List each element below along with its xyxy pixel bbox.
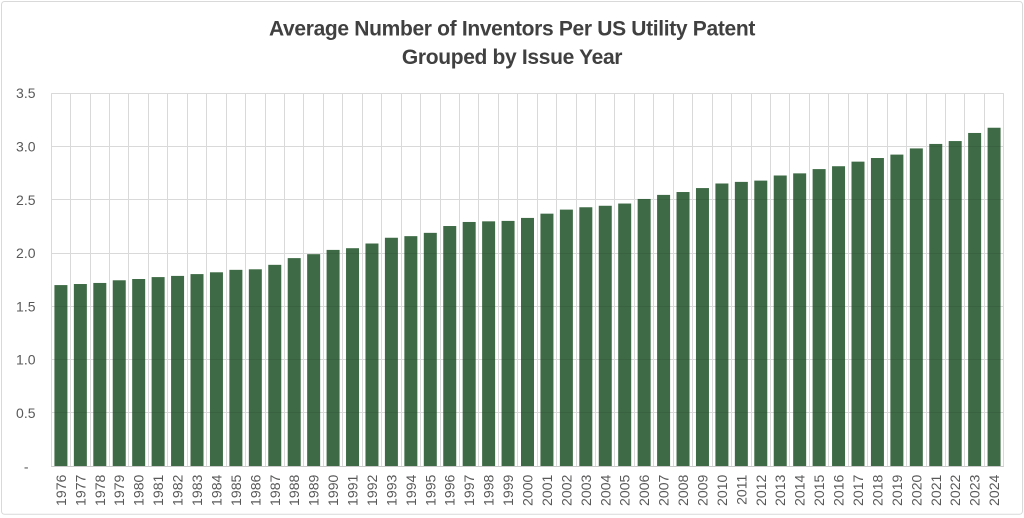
svg-text:1990: 1990 (325, 474, 341, 506)
svg-text:1977: 1977 (72, 474, 88, 506)
svg-text:2015: 2015 (811, 474, 827, 506)
svg-text:2002: 2002 (558, 474, 574, 506)
svg-text:1980: 1980 (131, 474, 147, 506)
svg-text:2001: 2001 (539, 474, 555, 506)
svg-text:1993: 1993 (383, 474, 399, 506)
svg-text:2007: 2007 (656, 474, 672, 506)
svg-text:2004: 2004 (597, 474, 613, 506)
svg-text:3.0: 3.0 (16, 139, 36, 155)
svg-text:2023: 2023 (967, 474, 983, 506)
svg-text:1989: 1989 (306, 474, 322, 506)
svg-text:2005: 2005 (617, 474, 633, 506)
svg-text:1991: 1991 (345, 474, 361, 506)
svg-text:1987: 1987 (267, 474, 283, 506)
svg-text:1981: 1981 (150, 474, 166, 506)
svg-text:2014: 2014 (792, 474, 808, 506)
svg-text:1992: 1992 (364, 474, 380, 506)
svg-text:2022: 2022 (947, 474, 963, 506)
svg-text:0.5: 0.5 (16, 405, 36, 421)
svg-text:1.5: 1.5 (16, 298, 36, 314)
svg-text:2017: 2017 (850, 474, 866, 506)
svg-text:2020: 2020 (908, 474, 924, 506)
svg-text:Grouped by Issue Year: Grouped by Issue Year (402, 46, 622, 69)
svg-text:1978: 1978 (92, 474, 108, 506)
svg-text:1988: 1988 (286, 474, 302, 506)
svg-text:1996: 1996 (442, 474, 458, 506)
svg-text:1982: 1982 (170, 474, 186, 506)
svg-text:2000: 2000 (520, 474, 536, 506)
svg-text:Average Number of Inventors Pe: Average Number of Inventors Per US Utili… (269, 17, 755, 40)
svg-text:2021: 2021 (928, 474, 944, 506)
svg-text:2011: 2011 (733, 474, 749, 504)
svg-text:-: - (24, 458, 29, 474)
svg-text:1995: 1995 (422, 474, 438, 506)
svg-text:2.0: 2.0 (16, 245, 36, 261)
svg-text:1985: 1985 (228, 474, 244, 506)
svg-text:1979: 1979 (111, 474, 127, 506)
svg-text:1984: 1984 (208, 474, 224, 506)
svg-text:1983: 1983 (189, 474, 205, 506)
svg-text:2012: 2012 (753, 474, 769, 506)
svg-text:1997: 1997 (461, 474, 477, 506)
svg-text:2.5: 2.5 (16, 192, 36, 208)
svg-text:1986: 1986 (247, 474, 263, 506)
svg-text:2008: 2008 (675, 474, 691, 506)
svg-text:1999: 1999 (500, 474, 516, 506)
svg-text:2016: 2016 (831, 474, 847, 506)
svg-text:2006: 2006 (636, 474, 652, 506)
svg-text:2018: 2018 (869, 474, 885, 506)
svg-text:3.5: 3.5 (16, 85, 36, 101)
svg-text:2010: 2010 (714, 474, 730, 506)
svg-text:1994: 1994 (403, 474, 419, 506)
svg-text:2013: 2013 (772, 474, 788, 506)
svg-text:2003: 2003 (578, 474, 594, 506)
svg-text:2019: 2019 (889, 474, 905, 506)
svg-text:2024: 2024 (986, 474, 1002, 506)
svg-text:1976: 1976 (53, 474, 69, 506)
svg-text:1998: 1998 (481, 474, 497, 506)
svg-text:1.0: 1.0 (16, 352, 36, 368)
svg-text:2009: 2009 (694, 474, 710, 506)
